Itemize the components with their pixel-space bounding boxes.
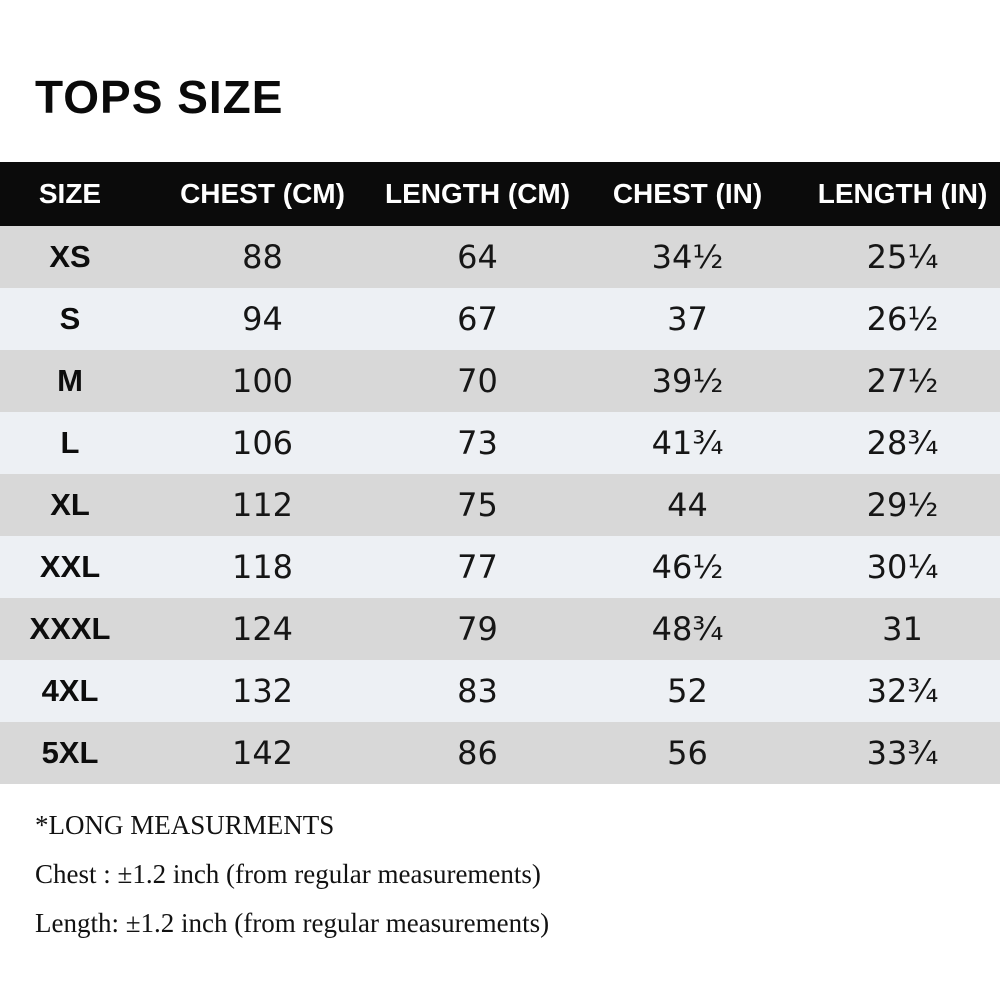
table-cell: 77 xyxy=(457,548,498,586)
table-cell: S xyxy=(59,301,81,336)
measurement-notes: *LONG MEASURMENTS Chest : ±1.2 inch (fro… xyxy=(35,810,1000,938)
table-cell: 86 xyxy=(457,734,498,772)
table-cell: 48¾ xyxy=(651,610,724,648)
table-row: XXL 118 77 46½ 30¼ xyxy=(0,536,1000,598)
table-cell: 37 xyxy=(667,300,708,338)
column-header: LENGTH (CM) xyxy=(385,178,571,209)
table-cell: 44 xyxy=(667,486,708,524)
table-cell: M xyxy=(57,363,83,398)
table-row: XS 88 64 34½ 25¼ xyxy=(0,226,1000,288)
table-cell: 52 xyxy=(667,672,708,710)
table-cell: 70 xyxy=(457,362,498,400)
table-cell: L xyxy=(60,425,80,460)
table-cell: XXL xyxy=(39,549,101,584)
table-header: SIZE CHEST (CM) LENGTH (CM) CHEST (IN) LENGT… xyxy=(0,162,1000,226)
table-cell: 75 xyxy=(457,486,498,524)
page-title: TOPS SIZE xyxy=(35,71,284,123)
table-cell: 39½ xyxy=(651,362,724,400)
table-cell: 106 xyxy=(231,424,294,462)
table-body: XS 88 64 34½ 25¼ S 94 67 37 26½ M 100 70 39½ 27½ L 106 73… xyxy=(0,226,1000,784)
table-cell: 28¾ xyxy=(866,424,939,462)
table-row: XL 112 75 44 29½ xyxy=(0,474,1000,536)
table-cell: 31 xyxy=(882,610,923,648)
table-cell: 4XL xyxy=(41,673,99,708)
size-table: SIZE CHEST (CM) LENGTH (CM) CHEST (IN) LENGT… xyxy=(0,162,1000,784)
table-cell: 34½ xyxy=(651,238,724,276)
table-row: 4XL 132 83 52 32¾ xyxy=(0,660,1000,722)
table-row: 5XL 142 86 56 33¾ xyxy=(0,722,1000,784)
table-cell: 30¼ xyxy=(866,548,939,586)
table-row: S 94 67 37 26½ xyxy=(0,288,1000,350)
note-chest-tolerance: Chest : ±1.2 inch (from regular measurem… xyxy=(35,859,541,889)
table-cell: 26½ xyxy=(866,300,939,338)
table-cell: 79 xyxy=(457,610,498,648)
table-row: L 106 73 41¾ 28¾ xyxy=(0,412,1000,474)
table-cell: 124 xyxy=(231,610,294,648)
table-cell: XL xyxy=(50,487,90,522)
column-header: LENGTH (IN) xyxy=(817,178,988,209)
note-long-measurements: *LONG MEASURMENTS xyxy=(35,810,335,840)
table-cell: 56 xyxy=(667,734,708,772)
table-row: XXXL 124 79 48¾ 31 xyxy=(0,598,1000,660)
table-cell: 112 xyxy=(231,486,294,524)
table-cell: 118 xyxy=(231,548,294,586)
table-row: M 100 70 39½ 27½ xyxy=(0,350,1000,412)
table-cell: 5XL xyxy=(41,735,99,770)
table-cell: 132 xyxy=(231,672,294,710)
table-cell: 64 xyxy=(457,238,498,276)
table-cell: 94 xyxy=(242,300,283,338)
column-header: SIZE xyxy=(38,178,102,209)
table-cell: XXXL xyxy=(29,611,111,646)
note-length-tolerance: Length: ±1.2 inch (from regular measurem… xyxy=(35,908,550,938)
table-cell: XS xyxy=(49,239,91,274)
table-cell: 25¼ xyxy=(866,238,939,276)
table-cell: 142 xyxy=(231,734,294,772)
table-cell: 33¾ xyxy=(866,734,939,772)
table-header-row: SIZE CHEST (CM) LENGTH (CM) CHEST (IN) LENGT… xyxy=(0,162,1000,226)
column-header: CHEST (IN) xyxy=(612,178,763,209)
table-cell: 27½ xyxy=(866,362,939,400)
table-cell: 41¾ xyxy=(651,424,724,462)
table-cell: 29½ xyxy=(866,486,939,524)
table-cell: 67 xyxy=(457,300,498,338)
column-header: CHEST (CM) xyxy=(180,178,345,209)
table-cell: 32¾ xyxy=(866,672,939,710)
table-cell: 83 xyxy=(457,672,498,710)
size-chart-page: TOPS SIZE SIZE CHEST (CM) LENGTH (CM) CHEST… xyxy=(0,71,1000,938)
table-cell: 88 xyxy=(242,238,283,276)
table-cell: 73 xyxy=(457,424,498,462)
table-cell: 46½ xyxy=(651,548,724,586)
table-cell: 100 xyxy=(231,362,294,400)
